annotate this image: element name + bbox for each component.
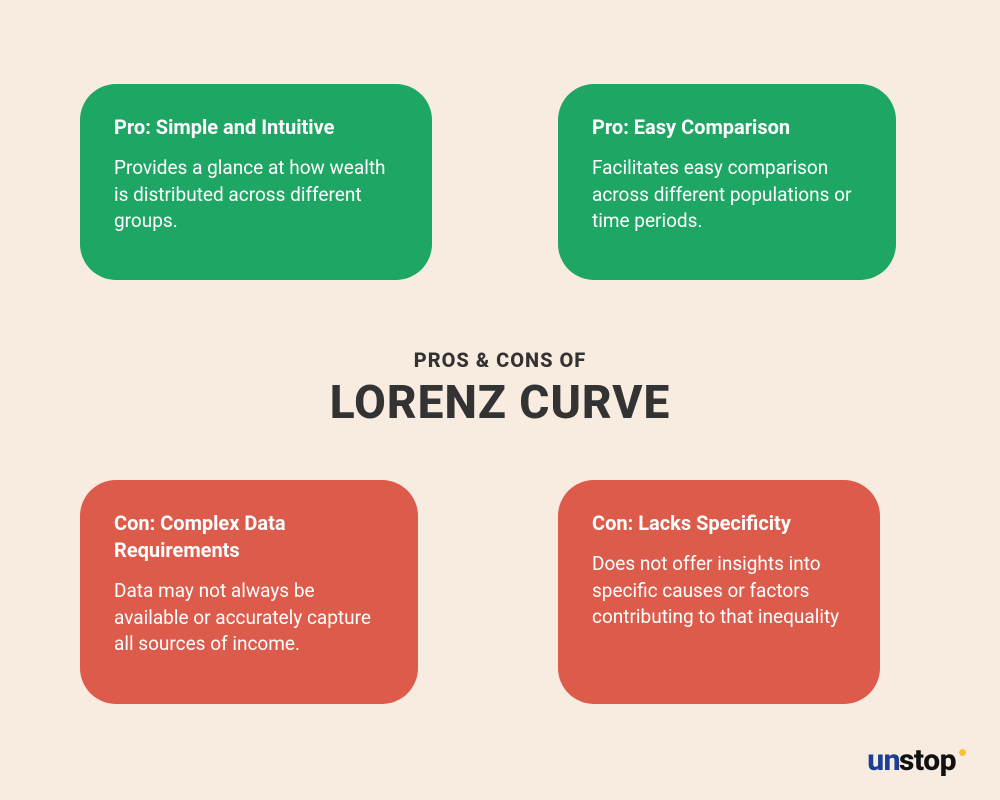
logo-un: un <box>867 743 900 778</box>
card-title: Pro: Simple and Intuitive <box>114 114 398 141</box>
card-body: Does not offer insights into specific ca… <box>592 551 846 631</box>
card-title: Con: Complex Data Requirements <box>114 510 384 564</box>
card-con-data: Con: Complex Data Requirements Data may … <box>80 480 418 704</box>
brand-logo: unstop <box>867 743 966 778</box>
card-body: Data may not always be available or accu… <box>114 578 384 658</box>
card-title: Pro: Easy Comparison <box>592 114 862 141</box>
title: LORENZ CURVE <box>0 376 1000 430</box>
card-body: Provides a glance at how wealth is distr… <box>114 155 398 235</box>
subtitle: PROS & CONS OF <box>0 348 1000 372</box>
infographic-canvas: Pro: Simple and Intuitive Provides a gla… <box>0 0 1000 800</box>
logo-stop: stop <box>899 743 956 778</box>
card-pro-simple: Pro: Simple and Intuitive Provides a gla… <box>80 84 432 280</box>
card-pro-compare: Pro: Easy Comparison Facilitates easy co… <box>558 84 896 280</box>
card-body: Facilitates easy comparison across diffe… <box>592 155 862 235</box>
heading-block: PROS & CONS OF LORENZ CURVE <box>0 348 1000 430</box>
card-con-specificity: Con: Lacks Specificity Does not offer in… <box>558 480 880 704</box>
card-title: Con: Lacks Specificity <box>592 510 846 537</box>
logo-dot-icon <box>959 749 966 756</box>
